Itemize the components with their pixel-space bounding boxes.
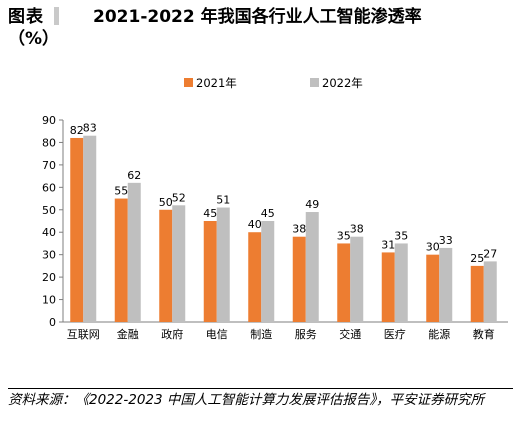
- figure-label-line1: 图表: [8, 7, 44, 27]
- source-note: 资料来源：《2022-2023 中国人工智能计算力发展评估报告》，平安证券研究所: [8, 392, 485, 408]
- data-label: 33: [439, 234, 453, 247]
- x-tick-label: 金融: [117, 327, 139, 341]
- page-title: 2021-2022 年我国各行业人工智能渗透率: [93, 7, 422, 27]
- data-label: 82: [70, 124, 84, 137]
- y-tick-label: 70: [42, 159, 56, 172]
- bar: [114, 198, 128, 322]
- data-label: 30: [426, 241, 440, 254]
- y-tick-label: 0: [49, 316, 56, 329]
- header: 图表 （%） 2021-2022 年我国各行业人工智能渗透率: [0, 0, 521, 52]
- y-tick-label: 80: [42, 136, 56, 149]
- data-label: 62: [127, 169, 141, 182]
- data-label: 38: [350, 223, 364, 236]
- figure-label-line2: （%）: [8, 29, 60, 49]
- data-label: 40: [248, 218, 262, 231]
- bar: [261, 221, 275, 322]
- bar: [70, 137, 84, 322]
- legend-swatch: [184, 78, 193, 87]
- legend-swatch: [310, 78, 319, 87]
- data-label: 35: [394, 229, 408, 242]
- data-label: 45: [203, 207, 217, 220]
- x-tick-label: 政府: [161, 327, 183, 341]
- data-label: 51: [216, 194, 230, 207]
- x-tick-label: 能源: [428, 327, 450, 341]
- bar: [470, 265, 484, 322]
- data-label: 38: [292, 223, 306, 236]
- x-tick-label: 互联网: [67, 328, 100, 341]
- legend-label: 2021年: [196, 76, 237, 90]
- data-label: 52: [172, 191, 186, 204]
- data-label: 27: [483, 247, 497, 260]
- chart-container: 0 10 20 30 40 50 60 70 80 90 82 83 互联网 55 62 金融 50 52 政府 45…: [0, 62, 521, 352]
- data-label: 35: [337, 229, 351, 242]
- data-label: 31: [381, 238, 395, 251]
- source-divider: [8, 388, 513, 389]
- x-tick-label: 电信: [206, 328, 228, 341]
- data-label: 49: [305, 198, 319, 211]
- bar: [248, 232, 262, 322]
- bar: [337, 243, 351, 322]
- x-tick-label: 交通: [339, 327, 361, 341]
- y-tick-label: 90: [42, 114, 56, 127]
- bar: [216, 207, 230, 322]
- data-label: 55: [114, 185, 128, 198]
- y-tick-label: 60: [42, 181, 56, 194]
- data-label: 45: [261, 207, 275, 220]
- data-label: 50: [159, 196, 173, 209]
- bar: [439, 247, 453, 322]
- bar: [483, 261, 497, 322]
- bar: [292, 236, 306, 322]
- bar: [127, 182, 141, 322]
- data-label: 25: [470, 252, 484, 265]
- x-tick-label: 医疗: [384, 327, 406, 341]
- data-label: 83: [83, 122, 97, 135]
- bar: [305, 212, 319, 322]
- y-tick-label: 50: [42, 204, 56, 217]
- y-tick-label: 20: [42, 271, 56, 284]
- y-tick-label: 10: [42, 294, 56, 307]
- x-tick-label: 服务: [295, 328, 317, 341]
- bar: [203, 221, 217, 322]
- x-tick-label: 制造: [250, 327, 272, 341]
- figure-label: 图表 （%）: [8, 0, 60, 50]
- x-tick-label: 教育: [473, 327, 495, 341]
- bar: [172, 205, 186, 322]
- bar: [381, 252, 395, 322]
- y-tick-label: 30: [42, 249, 56, 262]
- bar: [426, 254, 440, 322]
- bar: [394, 243, 408, 322]
- legend-label: 2022年: [322, 76, 363, 90]
- decor-bar: [54, 7, 59, 25]
- bar: [83, 135, 97, 322]
- bar: [350, 236, 364, 322]
- y-tick-label: 40: [42, 226, 56, 239]
- bar: [159, 209, 173, 322]
